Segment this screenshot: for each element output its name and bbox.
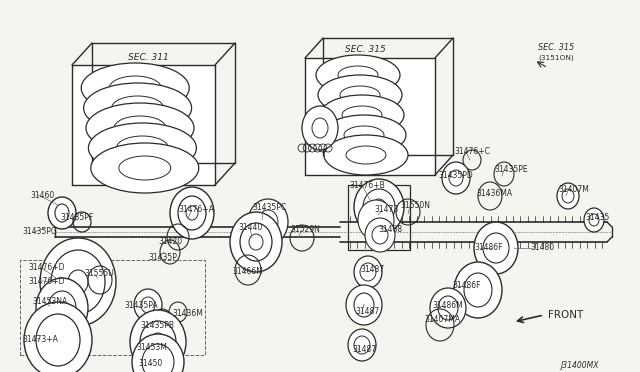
Ellipse shape [348,329,376,361]
Ellipse shape [354,179,404,235]
Text: J31400MX: J31400MX [560,360,598,369]
Text: 31480: 31480 [530,244,554,253]
Text: 31435P: 31435P [148,253,177,263]
Text: 31550N: 31550N [400,202,430,211]
Bar [72,65,215,185]
Text: 31487: 31487 [352,346,376,355]
Ellipse shape [170,187,214,239]
Text: 31555U: 31555U [84,269,114,279]
Text: 31473: 31473 [374,205,398,215]
Text: 31435PG: 31435PG [22,228,57,237]
Text: 31487: 31487 [355,308,379,317]
Text: 31476+D: 31476+D [28,276,65,285]
Text: 31450: 31450 [138,359,163,368]
Text: SEC. 311: SEC. 311 [127,54,168,62]
Text: 31466M: 31466M [232,267,263,276]
Text: 31460: 31460 [30,190,54,199]
Ellipse shape [454,262,502,318]
Text: 31407MA: 31407MA [424,315,460,324]
Bar [348,185,410,250]
Ellipse shape [324,135,408,175]
Text: 31435PF: 31435PF [60,214,93,222]
Ellipse shape [365,218,395,252]
Ellipse shape [474,222,518,274]
Text: FRONT: FRONT [548,310,583,320]
Text: 31486F: 31486F [474,244,502,253]
Ellipse shape [320,95,404,135]
Text: 31473+A: 31473+A [22,336,58,344]
Text: 31476+A: 31476+A [178,205,214,215]
Ellipse shape [81,63,189,113]
Ellipse shape [322,115,406,155]
Text: (3151ON): (3151ON) [538,55,573,61]
Ellipse shape [557,183,579,209]
Text: SEC. 315: SEC. 315 [538,44,574,52]
Ellipse shape [36,278,88,338]
Ellipse shape [24,302,92,372]
Ellipse shape [132,334,184,372]
Ellipse shape [91,143,199,193]
Text: 31487: 31487 [360,266,384,275]
Text: 31486F: 31486F [452,282,481,291]
Text: 31407M: 31407M [558,186,589,195]
Ellipse shape [358,200,394,240]
Text: 31435PD: 31435PD [438,170,473,180]
Text: 31435PE: 31435PE [494,166,527,174]
Ellipse shape [318,75,402,115]
Text: 31435: 31435 [585,214,609,222]
Text: 31440: 31440 [238,224,262,232]
Ellipse shape [430,288,466,328]
Ellipse shape [584,208,604,232]
Text: 31529N: 31529N [290,225,320,234]
Text: SEC. 315: SEC. 315 [344,45,385,55]
Text: 31453NA: 31453NA [32,298,67,307]
Ellipse shape [40,238,116,326]
Text: 31435PB: 31435PB [140,321,174,330]
Bar [305,58,435,175]
Text: 31435PA: 31435PA [124,301,157,311]
Ellipse shape [84,83,191,133]
Ellipse shape [134,289,162,321]
Ellipse shape [130,310,186,372]
Ellipse shape [86,103,194,153]
Text: 31476+D: 31476+D [28,263,65,273]
Ellipse shape [346,285,382,325]
Text: 31453M: 31453M [136,343,167,353]
Text: 31486M: 31486M [432,301,463,311]
Text: 31435PC: 31435PC [252,203,286,212]
Text: 31468: 31468 [378,225,402,234]
Ellipse shape [354,256,382,288]
Text: 31436M: 31436M [172,310,203,318]
Text: 31420: 31420 [158,237,182,247]
Ellipse shape [88,123,196,173]
Ellipse shape [230,212,282,272]
Ellipse shape [316,55,400,95]
Text: 31476+B: 31476+B [349,180,385,189]
Bar [20,260,205,355]
Text: 31476+C: 31476+C [454,148,490,157]
Ellipse shape [442,162,470,194]
Ellipse shape [248,199,288,245]
Ellipse shape [48,197,76,229]
Text: 31436MA: 31436MA [476,189,512,198]
Ellipse shape [302,106,338,150]
